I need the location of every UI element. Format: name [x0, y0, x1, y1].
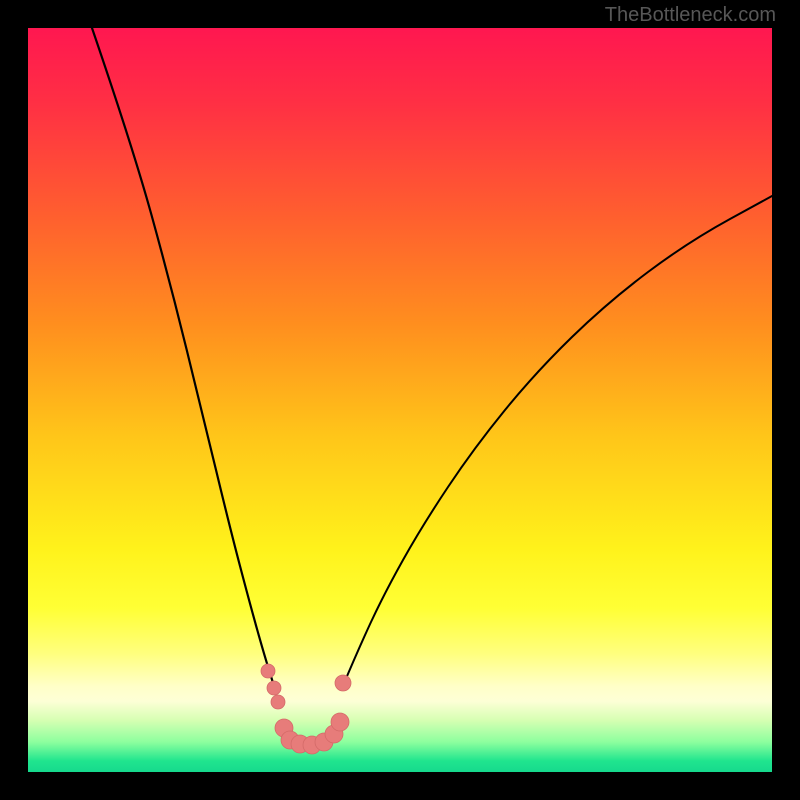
watermark-text: TheBottleneck.com	[605, 4, 776, 27]
plot-svg	[28, 28, 772, 772]
plot-area	[28, 28, 772, 772]
marker-left	[267, 681, 281, 695]
chart-frame: TheBottleneck.com	[0, 0, 800, 800]
gradient-background	[28, 28, 772, 772]
marker-left	[271, 695, 285, 709]
marker-bottom	[331, 713, 349, 731]
marker-left	[261, 664, 275, 678]
marker-right	[335, 675, 351, 691]
